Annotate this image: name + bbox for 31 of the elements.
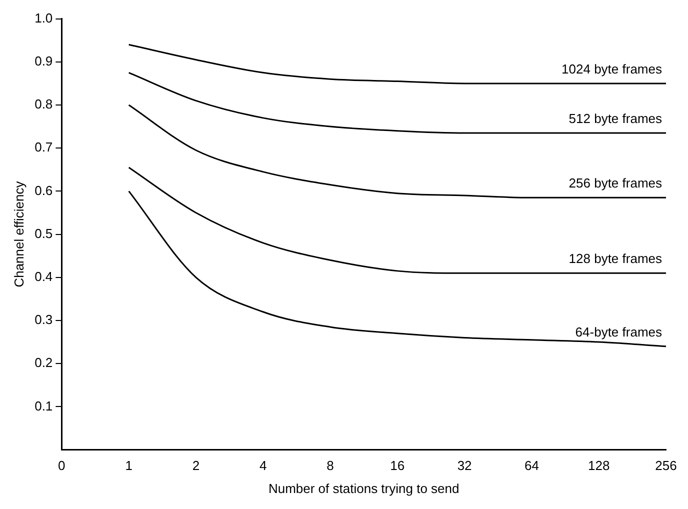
line-series [128, 166, 667, 274]
y-tick-label: 0.2 [34, 355, 53, 370]
x-tick-label: 128 [588, 458, 610, 474]
x-tick-label: 2 [192, 458, 200, 474]
x-tick-label: 1 [125, 458, 132, 474]
y-tick-label: 0.7 [34, 140, 53, 155]
line-series [128, 44, 667, 84]
y-tick-label: 0.8 [34, 96, 53, 112]
x-tick-label: 8 [326, 458, 334, 474]
series-label: 512 byte frames [568, 111, 662, 126]
y-tick-label: 0.6 [34, 182, 53, 198]
y-tick-label: 0.1 [34, 398, 53, 414]
series-label: 128 byte frames [568, 251, 662, 266]
x-axis-title: Number of stations trying to send [268, 480, 460, 496]
x-tick-label: 256 [655, 458, 677, 474]
x-tick-label: 0 [58, 458, 66, 474]
y-tick-label: 0.4 [34, 268, 53, 284]
series-label: 64-byte frames [575, 324, 662, 340]
y-tick-label: 0.9 [34, 53, 53, 68]
x-tick-label: 64 [524, 458, 539, 474]
y-tick-label: 1.0 [34, 10, 53, 26]
series-label: 1024 byte frames [562, 62, 662, 77]
line-series [128, 190, 667, 348]
y-tick-label: 0.3 [34, 312, 53, 328]
line-series [128, 104, 667, 198]
x-tick-label: 32 [457, 458, 472, 474]
x-tick-label: 4 [259, 458, 267, 474]
y-tick-label: 0.5 [34, 226, 53, 241]
y-axis-title: Channel efficiency [11, 180, 26, 288]
x-tick-label: 16 [390, 458, 405, 474]
series-label: 256 byte frames [568, 176, 662, 191]
